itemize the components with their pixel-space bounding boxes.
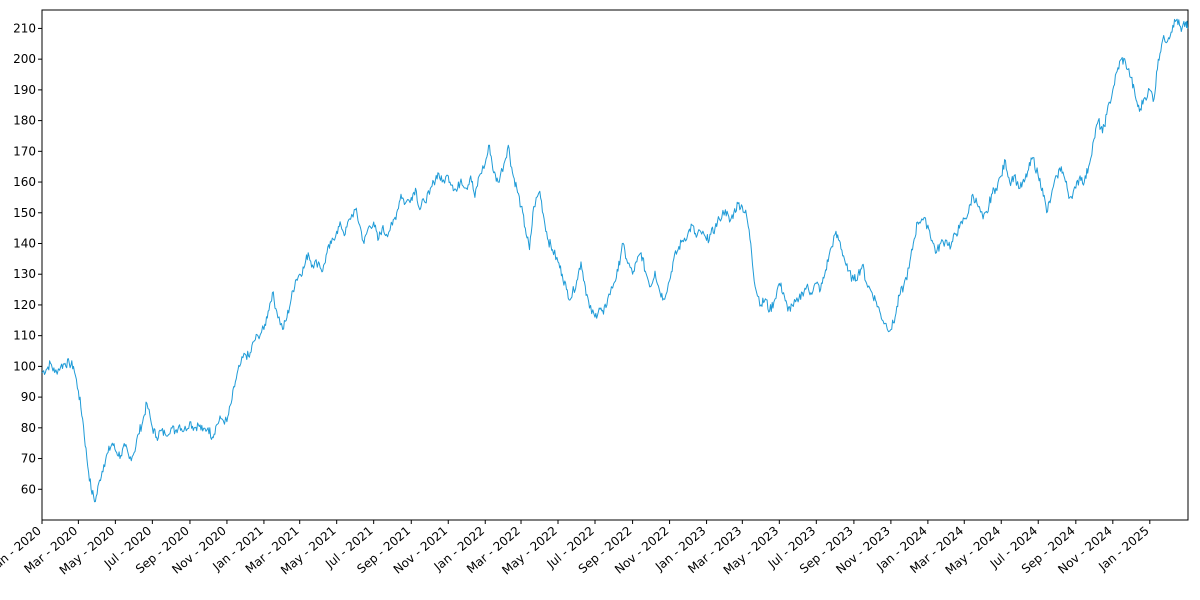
- y-tick-label: 60: [21, 482, 36, 496]
- y-tick-label: 150: [13, 206, 36, 220]
- plot-frame: [41, 9, 1189, 521]
- y-tick-label: 80: [21, 421, 36, 435]
- y-tick-label: 70: [21, 452, 36, 466]
- y-tick-label: 160: [13, 175, 36, 189]
- y-tick-label: 200: [13, 52, 36, 66]
- y-axis: 60 70 80 90 100 110 120 130 140 150 160 170 180 190 20…: [13, 21, 42, 496]
- y-tick-label: 130: [13, 267, 36, 281]
- y-tick-label: 140: [13, 236, 36, 250]
- series-layer: [41, 18, 1189, 503]
- series-line: [41, 18, 1189, 503]
- y-tick-label: 170: [13, 144, 36, 158]
- y-tick-label: 90: [21, 390, 36, 404]
- y-tick-label: 100: [13, 359, 36, 373]
- y-tick-label: 110: [13, 329, 36, 343]
- y-tick-label: 190: [13, 83, 36, 97]
- y-tick-label: 180: [13, 114, 36, 128]
- y-tick-label: 210: [13, 21, 36, 35]
- y-tick-label: 120: [13, 298, 36, 312]
